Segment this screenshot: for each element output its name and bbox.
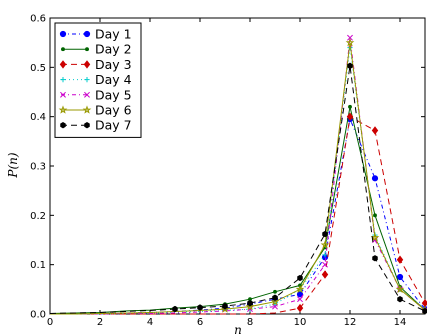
data-point — [396, 255, 404, 264]
legend-marker — [84, 77, 90, 83]
data-point — [396, 273, 404, 281]
data-point — [320, 240, 330, 249]
data-point — [321, 270, 329, 279]
legend-item: Day 4 — [60, 72, 132, 87]
data-point — [348, 104, 352, 109]
legend-item: Day 2 — [61, 42, 132, 57]
data-point — [272, 294, 278, 301]
x-tick-label: 12 — [344, 317, 357, 328]
data-point — [322, 252, 328, 258]
legend-marker — [84, 91, 90, 98]
data-point — [371, 175, 379, 182]
legend-marker — [61, 47, 65, 52]
x-tick-label: 6 — [197, 317, 203, 328]
data-point — [395, 284, 405, 294]
legend-marker — [59, 60, 67, 69]
data-point — [322, 230, 328, 238]
data-point — [297, 296, 303, 303]
legend-marker — [83, 30, 91, 38]
series-3 — [50, 112, 427, 315]
data-point — [222, 302, 228, 310]
data-point — [347, 62, 353, 70]
axis-labels: n P(n) — [6, 152, 242, 335]
legend-label: Day 5 — [95, 87, 132, 102]
data-point — [373, 213, 377, 218]
legend-marker — [82, 105, 92, 114]
data-point — [172, 305, 178, 313]
legend-marker — [59, 30, 67, 38]
ticks: 0 2 4 6 8 10 12 14 0.0 0.1 0.2 0.3 0.4 0.5 0.6 — [30, 14, 425, 328]
data-point — [421, 298, 427, 308]
data-point — [197, 304, 203, 311]
legend-label: Day 7 — [95, 118, 132, 133]
x-tick-label: 14 — [394, 317, 407, 328]
data-point — [297, 274, 303, 282]
x-tick-label: 2 — [97, 317, 103, 328]
legend-item: Day 3 — [59, 57, 132, 72]
x-tick-label: 10 — [294, 317, 307, 328]
series-line — [50, 42, 426, 315]
y-tick-label: 0.1 — [30, 260, 46, 271]
y-tick-label: 0.4 — [30, 112, 46, 123]
series-7 — [49, 62, 427, 315]
legend-item: Day 1 — [59, 27, 132, 42]
x-tick-label: 8 — [247, 317, 253, 328]
series-line — [49, 65, 426, 314]
x-axis-label: n — [234, 323, 242, 335]
legend-marker — [60, 122, 66, 129]
data-point — [296, 303, 304, 313]
legend-item: Day 7 — [60, 118, 132, 133]
legend-item: Day 5 — [60, 87, 132, 102]
legend-marker — [83, 60, 91, 69]
legend-marker — [58, 105, 68, 114]
x-tick-label: 4 — [147, 317, 153, 328]
series-1 — [50, 116, 427, 315]
legend-label: Day 3 — [95, 57, 132, 72]
data-point — [422, 307, 427, 315]
y-tick-label: 0.0 — [30, 310, 46, 321]
y-tick-label: 0.3 — [30, 162, 46, 173]
data-point — [272, 303, 278, 310]
data-point — [397, 296, 403, 303]
legend-label: Day 4 — [95, 72, 132, 87]
legend-marker — [84, 122, 90, 129]
data-point — [273, 289, 277, 294]
legend-marker — [60, 91, 66, 98]
data-point — [322, 261, 328, 268]
y-tick-label: 0.6 — [30, 14, 46, 25]
x-tick-label: 0 — [47, 317, 53, 328]
series-line — [50, 115, 426, 315]
series-6 — [50, 38, 427, 315]
legend-label: Day 1 — [95, 27, 132, 42]
y-tick-label: 0.2 — [30, 211, 46, 222]
data-point — [372, 255, 378, 262]
data-point — [371, 126, 379, 135]
legend-marker — [85, 47, 89, 52]
data-point — [295, 284, 305, 294]
data-point — [346, 112, 354, 121]
legend-box — [54, 22, 142, 138]
legend-label: Day 6 — [95, 103, 132, 118]
data-point — [270, 297, 280, 306]
data-point — [220, 304, 230, 313]
y-axis-label: P(n) — [6, 152, 20, 178]
legend-item: Day 6 — [58, 103, 132, 118]
y-tick-label: 0.5 — [30, 63, 46, 74]
legend-marker — [60, 77, 66, 83]
data-point — [247, 299, 253, 307]
data-point — [345, 38, 355, 47]
series-group — [49, 34, 427, 315]
data-point — [245, 302, 255, 311]
series-line — [50, 117, 426, 315]
data-point — [347, 34, 353, 41]
data-point — [370, 232, 380, 242]
legend-label: Day 2 — [95, 42, 132, 57]
